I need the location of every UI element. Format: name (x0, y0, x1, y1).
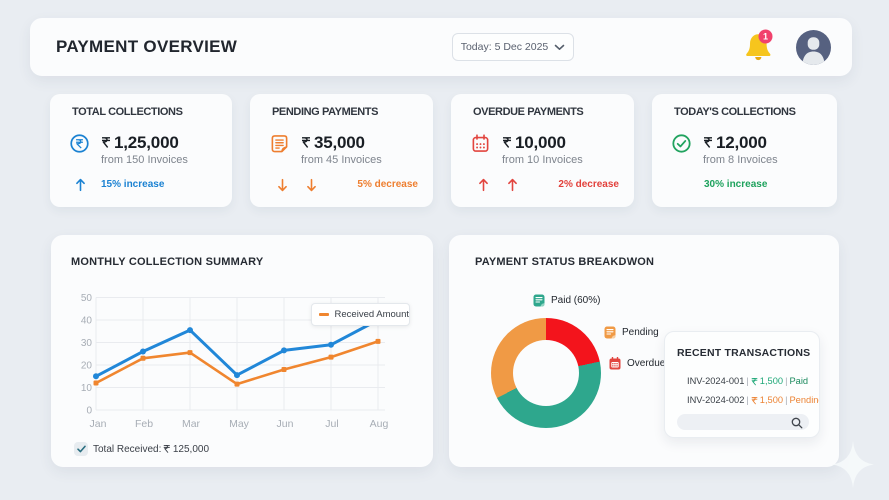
svg-text:20: 20 (81, 361, 93, 372)
svg-text:Jan: Jan (90, 418, 107, 430)
svg-text:10: 10 (81, 383, 93, 394)
svg-text:30: 30 (81, 338, 93, 349)
svg-text:1: 1 (763, 32, 768, 42)
svg-text:Jun: Jun (277, 418, 294, 430)
svg-text:Feb: Feb (135, 418, 153, 430)
svg-text:0: 0 (86, 406, 92, 417)
svg-text:Mar: Mar (182, 418, 201, 430)
svg-text:Aug: Aug (370, 418, 389, 430)
svg-text:Jul: Jul (325, 418, 338, 430)
svg-text:40: 40 (81, 316, 93, 327)
svg-text:May: May (229, 418, 250, 430)
svg-text:50: 50 (81, 293, 93, 304)
